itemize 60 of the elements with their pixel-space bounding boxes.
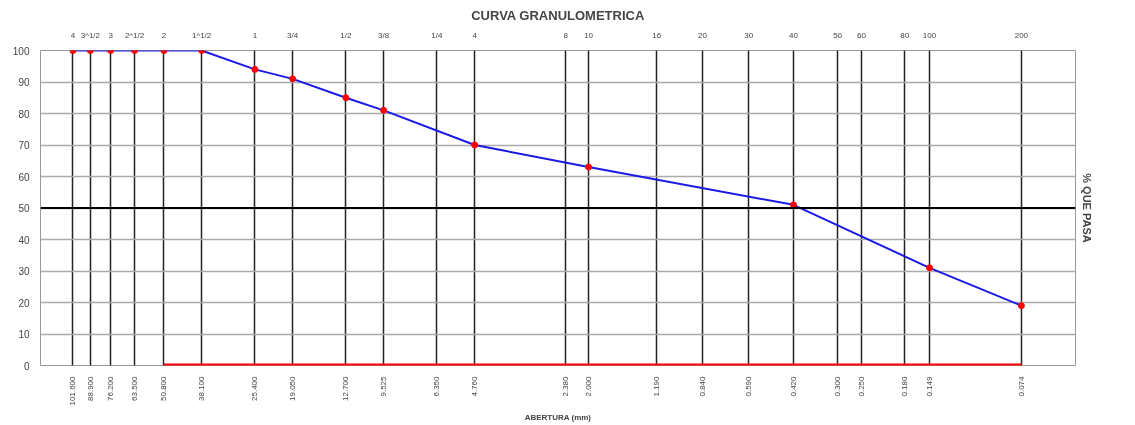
x-tick-label: 0.250 — [857, 375, 867, 397]
text: 100 — [922, 30, 937, 40]
text: 10 — [584, 30, 594, 40]
x-tick-label: 4.760 — [470, 375, 480, 397]
x-tick-label: 88.900 — [85, 375, 95, 401]
text: 4 — [472, 30, 478, 40]
text: 3^1/2 — [80, 30, 101, 40]
text: 1/4 — [431, 30, 443, 40]
x-tick-label: 9.525 — [379, 375, 389, 397]
x-tick-label: 0.149 — [924, 375, 934, 397]
x-tick-label: 38.100 — [197, 375, 207, 401]
x-tick-label: 2.380 — [561, 375, 571, 397]
text: 30 — [744, 30, 754, 40]
text: 1/2 — [340, 30, 352, 40]
text: 40 — [788, 30, 799, 40]
x-tick-label: 0.840 — [697, 375, 707, 397]
x-tick-label: 6.350 — [432, 375, 442, 397]
chart-title: CURVA GRANULOMETRICA — [471, 7, 645, 23]
y-tick-label: 50 — [18, 203, 30, 214]
x-tick-label: 12.700 — [341, 375, 351, 401]
y-tick-label: 100 — [12, 45, 30, 57]
text: 80 — [900, 30, 910, 40]
y-tick-label: 30 — [18, 266, 30, 277]
y-tick-label: 0 — [23, 360, 30, 372]
text: 1 — [252, 30, 258, 40]
text: 1^1/2 — [191, 30, 212, 40]
text: 4 — [70, 30, 76, 40]
x-tick-label: 1.190 — [652, 375, 662, 397]
x-tick-label: 19.050 — [288, 375, 298, 401]
text: 16 — [652, 30, 662, 40]
text: 200 — [1014, 30, 1029, 40]
text: 3 — [108, 30, 114, 40]
y-tick-label: 80 — [18, 108, 30, 120]
x-tick-label: 25.400 — [250, 375, 260, 401]
text: 8 — [563, 30, 569, 40]
y-axis-title: % QUE PASA — [1080, 173, 1093, 243]
text: 20 — [697, 30, 708, 40]
y-tick-label: 90 — [18, 77, 30, 88]
text: 2^1/2 — [124, 30, 145, 40]
x-tick-label: 0.180 — [900, 375, 910, 397]
x-tick-label: 0.590 — [744, 375, 754, 397]
text: 3/8 — [378, 30, 390, 40]
text: 60 — [857, 30, 867, 40]
y-tick-label: 20 — [18, 297, 30, 309]
y-tick-label: 60 — [18, 171, 30, 183]
x-axis-title: ABERTURA (mm) — [524, 413, 592, 423]
x-tick-label: 63.500 — [130, 375, 140, 401]
x-tick-label: 101.600 — [68, 375, 78, 406]
x-tick-label: 50.800 — [159, 375, 169, 401]
y-tick-label: 10 — [18, 329, 30, 340]
text: 3/4 — [287, 30, 299, 40]
x-tick-label: 76.200 — [106, 375, 116, 401]
text: 2 — [161, 30, 167, 40]
y-tick-label: 70 — [18, 140, 30, 151]
y-tick-label: 40 — [18, 234, 30, 246]
x-tick-label: 0.420 — [788, 375, 798, 397]
x-tick-label: 2.000 — [584, 375, 594, 397]
x-tick-label: 0.074 — [1016, 375, 1026, 397]
x-tick-label: 0.300 — [833, 375, 843, 397]
text: 50 — [833, 30, 843, 40]
